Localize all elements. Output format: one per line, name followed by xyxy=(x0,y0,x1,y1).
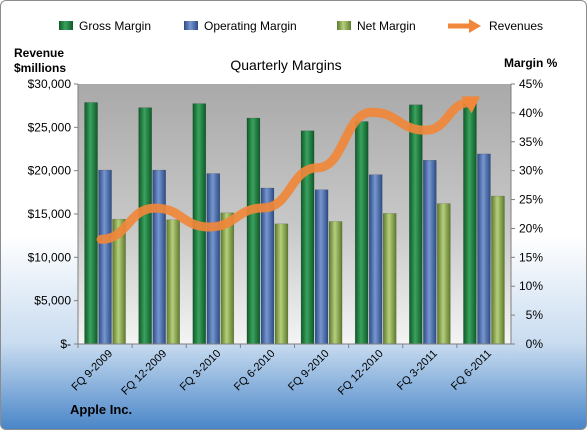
right-tick-label: 15% xyxy=(519,250,543,264)
right-tick-label: 40% xyxy=(519,106,543,120)
revenues-line xyxy=(96,97,475,244)
right-tick-label: 30% xyxy=(519,164,543,178)
bar-group xyxy=(84,102,505,345)
right-tick-label: 35% xyxy=(519,135,543,149)
net-margin-bar xyxy=(491,195,505,345)
legend-label-net-margin: Net Margin xyxy=(357,19,416,33)
gross-margin-bar xyxy=(138,107,152,345)
left-tick-label: $20,000 xyxy=(28,164,72,178)
category-label: FQ 6-2011 xyxy=(449,348,494,393)
operating-margin-bar xyxy=(152,169,166,345)
left-tick-label: $- xyxy=(60,337,71,351)
legend-label-gross-margin: Gross Margin xyxy=(79,19,151,33)
category-label: FQ 9-2009 xyxy=(70,348,116,394)
left-tick-label: $25,000 xyxy=(28,120,72,134)
left-tick-label: $5,000 xyxy=(34,294,71,308)
legend-label-revenues: Revenues xyxy=(489,19,543,33)
right-tick-label: 20% xyxy=(519,221,543,235)
revenues-arrow-head xyxy=(461,96,480,114)
net-margin-bar xyxy=(166,219,180,345)
left-tick-label: $10,000 xyxy=(28,250,72,264)
revenue-line-group xyxy=(96,96,481,244)
category-label: FQ 3-2010 xyxy=(178,348,224,394)
right-tick-label: 0% xyxy=(526,337,544,351)
operating-margin-bar xyxy=(98,169,112,345)
legend-item-revenues[interactable]: Revenues xyxy=(448,19,543,33)
category-label: FQ 9-2010 xyxy=(286,348,332,394)
legend-item-net-margin[interactable]: Net Margin xyxy=(337,19,416,33)
legend-item-gross-margin[interactable]: Gross Margin xyxy=(59,19,151,33)
legend-swatch-net-margin xyxy=(337,21,351,30)
legend-swatch-gross-margin xyxy=(59,21,73,30)
company-label: Apple Inc. xyxy=(70,402,132,417)
right-tick-label: 10% xyxy=(519,279,543,293)
net-margin-bar xyxy=(274,223,289,345)
left-axis-title-line1: Revenue xyxy=(14,46,64,60)
operating-margin-bar xyxy=(314,189,329,345)
operating-margin-bar xyxy=(477,153,491,345)
right-tick-label: 45% xyxy=(519,77,543,91)
legend: Gross Margin Operating Margin Net Margin… xyxy=(59,19,543,33)
operating-margin-bar xyxy=(368,174,383,345)
category-label: FQ 3-2011 xyxy=(395,348,440,393)
legend-swatch-operating-margin xyxy=(184,21,198,30)
legend-item-operating-margin[interactable]: Operating Margin xyxy=(184,19,297,33)
right-tick-label: 5% xyxy=(526,308,544,322)
category-label: FQ 12-2009 xyxy=(119,348,169,398)
net-margin-bar xyxy=(220,212,235,345)
chart-title: Quarterly Margins xyxy=(230,57,341,73)
gross-margin-bar xyxy=(409,104,423,345)
right-axis-title: Margin % xyxy=(504,56,558,70)
right-tick-label: 25% xyxy=(519,193,543,207)
left-tick-label: $15,000 xyxy=(28,207,72,221)
operating-margin-bar xyxy=(206,173,221,345)
category-label: FQ 6-2010 xyxy=(232,348,278,394)
gross-margin-bar xyxy=(84,102,98,345)
left-tick-label: $30,000 xyxy=(28,77,72,91)
net-margin-bar xyxy=(437,203,451,345)
gross-margin-bar xyxy=(246,117,261,345)
left-axis-title-line2: $millions xyxy=(14,61,66,75)
operating-margin-bar xyxy=(423,160,437,345)
category-label: FQ 12-2010 xyxy=(336,348,386,398)
gross-margin-bar xyxy=(354,121,369,345)
gross-margin-bar xyxy=(463,102,477,345)
legend-arrow-icon xyxy=(469,19,481,33)
gross-margin-bar xyxy=(300,130,315,345)
net-margin-bar xyxy=(328,221,343,345)
net-margin-bar xyxy=(382,213,397,345)
legend-label-operating-margin: Operating Margin xyxy=(204,19,297,33)
